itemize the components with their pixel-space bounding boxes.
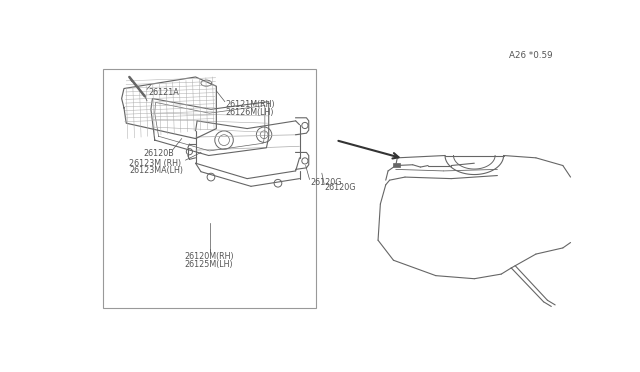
Text: A26 *0.59: A26 *0.59: [509, 51, 552, 60]
Text: 26125M(LH): 26125M(LH): [185, 260, 234, 269]
Text: 26120M(RH): 26120M(RH): [185, 252, 234, 261]
Text: 26120G: 26120G: [310, 178, 342, 187]
Text: 26123M (RH): 26123M (RH): [129, 159, 182, 168]
Text: 26126M(LH): 26126M(LH): [225, 108, 274, 117]
Text: 26120B: 26120B: [143, 149, 174, 158]
Bar: [103, 69, 316, 308]
Text: 26120G: 26120G: [324, 183, 356, 192]
Bar: [394, 163, 399, 167]
Text: 26121M(RH): 26121M(RH): [225, 100, 275, 109]
Text: 26121A: 26121A: [148, 88, 179, 97]
Text: 26123MA(LH): 26123MA(LH): [129, 166, 183, 176]
